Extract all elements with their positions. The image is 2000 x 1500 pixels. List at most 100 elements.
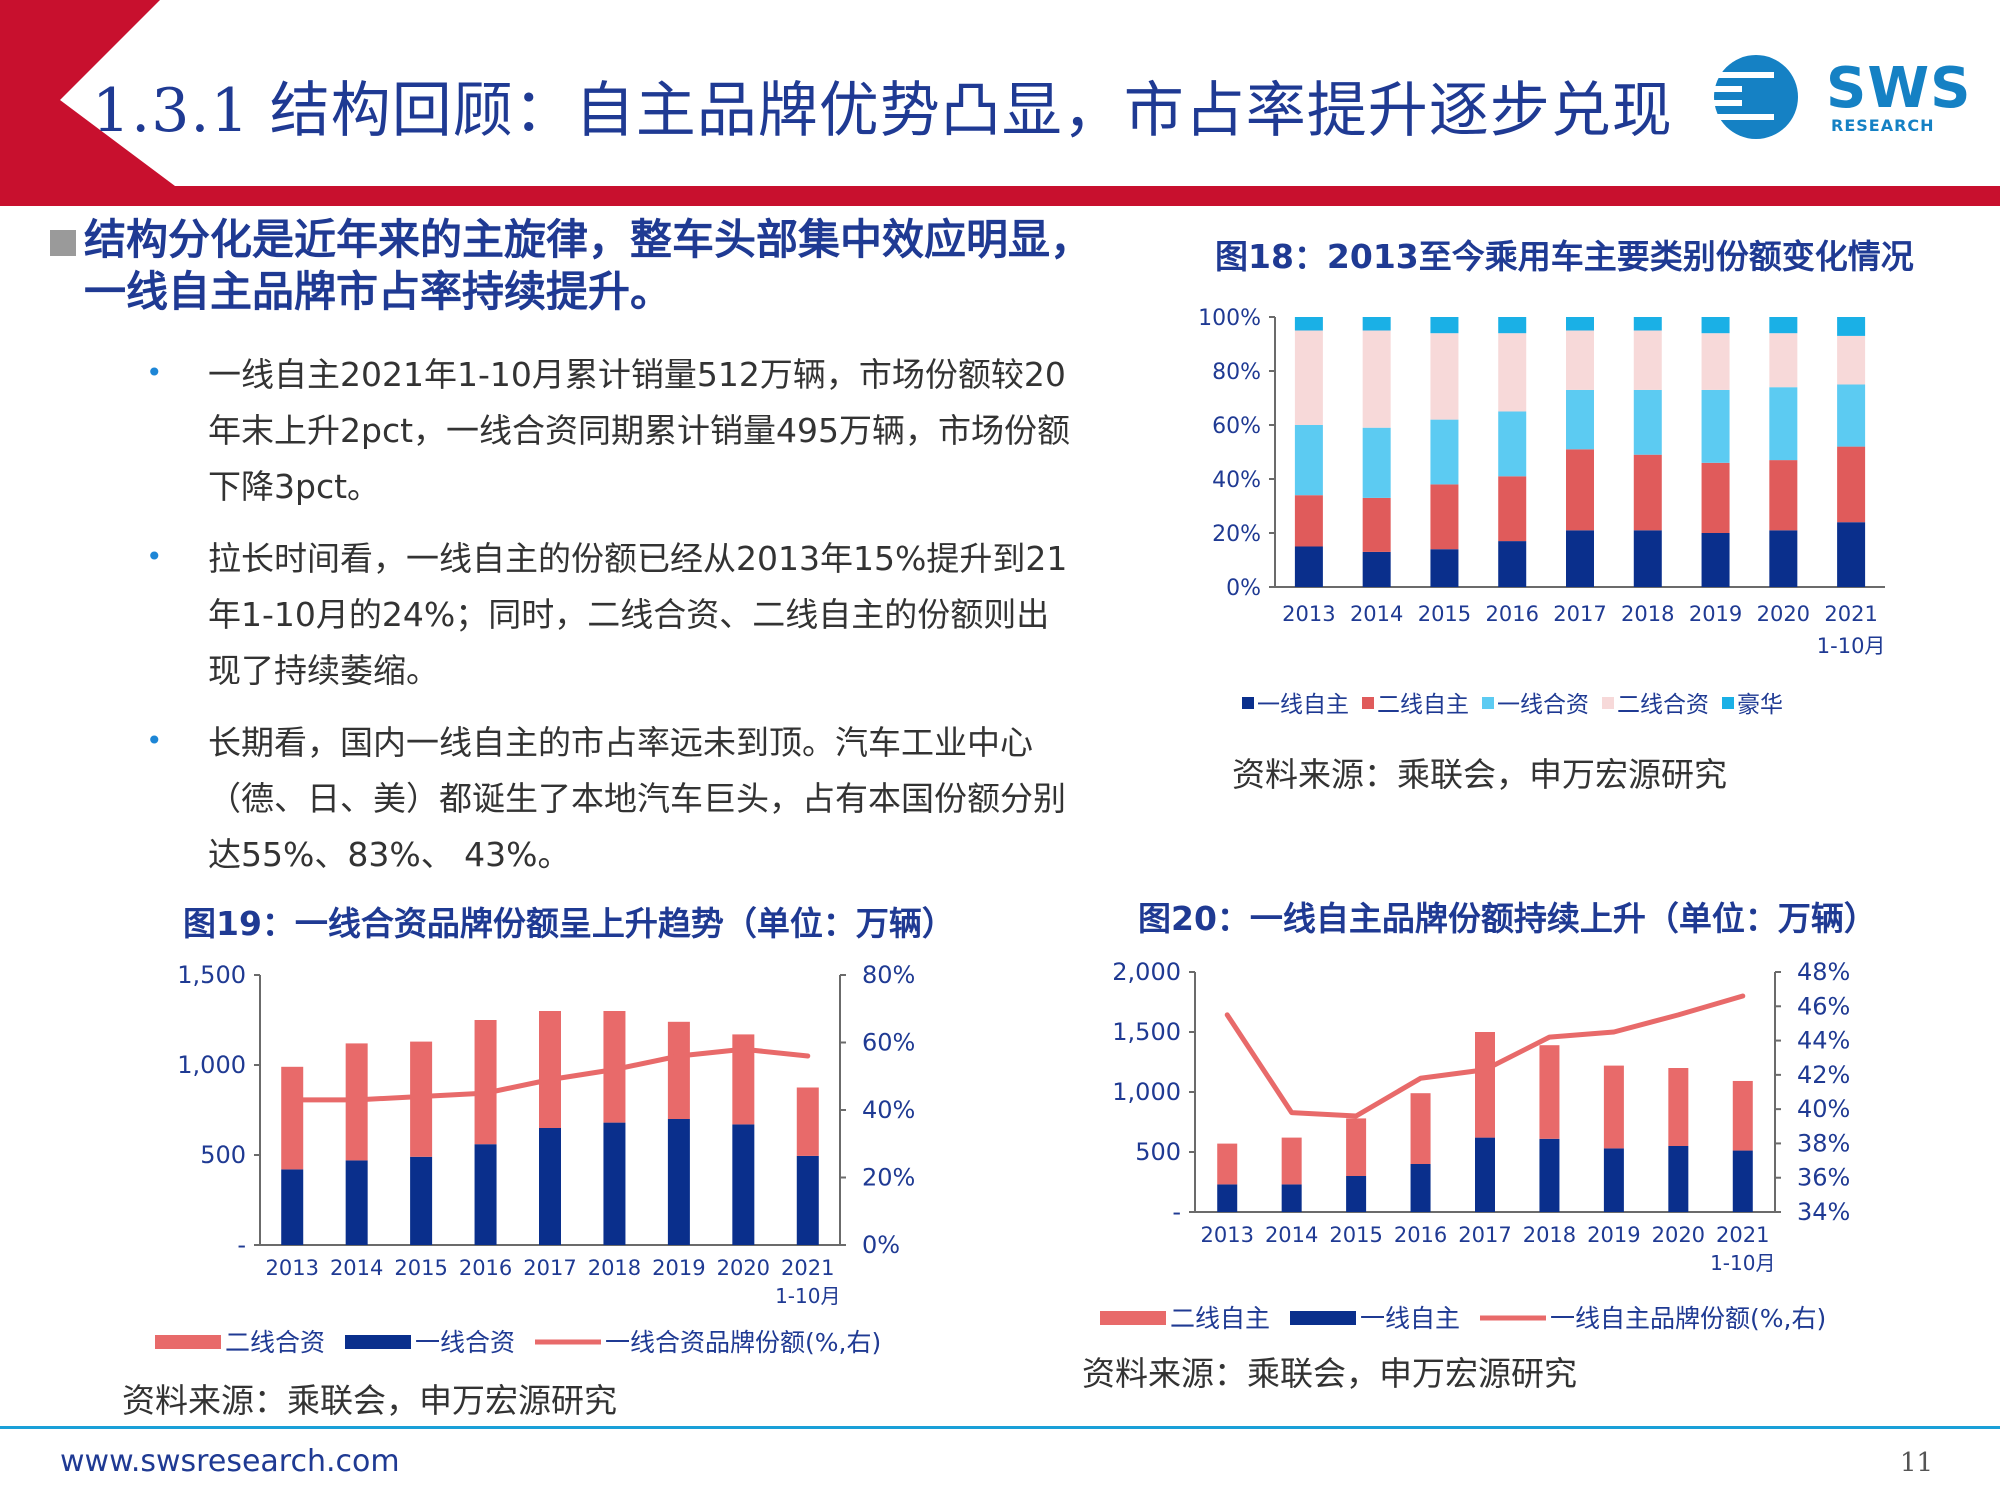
fig20-bar-segment — [1603, 1148, 1624, 1212]
fig18-bar-segment — [1430, 549, 1459, 587]
fig18-bar-segment — [1769, 333, 1798, 388]
fig18-bar-segment — [1701, 389, 1730, 463]
fig19-x-tick-label: 2014 — [330, 1256, 383, 1280]
fig20-bar-segment — [1281, 1184, 1302, 1212]
fig18-x-tick-label: 2017 — [1553, 602, 1606, 626]
fig19-bar-segment — [539, 1128, 561, 1245]
fig18-legend-swatch — [1362, 697, 1374, 709]
fig20-y2-tick-label: 34% — [1797, 1198, 1850, 1226]
fig19-bar-segment — [796, 1155, 819, 1245]
fig19-x-tick-label: 2020 — [717, 1256, 770, 1280]
fig19-y-tick-label: 1,000 — [177, 1051, 246, 1079]
fig20-bar-segment — [1539, 1045, 1560, 1139]
fig19-legend-label: 二线合资 — [225, 1328, 325, 1357]
fig18-bar-segment — [1362, 551, 1391, 587]
fig19-bar-segment — [732, 1034, 755, 1125]
fig20-y2-tick-label: 48% — [1797, 958, 1850, 986]
fig19-bar-segment — [603, 1122, 626, 1245]
fig18-x-tick-label: 2019 — [1689, 602, 1742, 626]
fig18-bar-segment — [1837, 335, 1866, 385]
fig19-bar-segment — [539, 1011, 561, 1128]
bullet-dot-icon: • — [146, 356, 163, 389]
footer-url-link[interactable]: www.swsresearch.com — [60, 1444, 400, 1479]
bullet-dot-icon: • — [146, 540, 163, 573]
fig18-bar-segment — [1498, 476, 1527, 542]
fig20-x-tick-label: 2014 — [1265, 1223, 1318, 1247]
fig18-legend-swatch — [1482, 697, 1494, 709]
fig20-legend-label: 二线自主 — [1170, 1304, 1270, 1333]
fig18-bar-segment — [1362, 317, 1391, 331]
fig20-legend-label: 一线自主 — [1360, 1304, 1460, 1333]
fig18-bar-segment — [1498, 411, 1527, 477]
fig19-bar-segment — [796, 1087, 819, 1156]
fig19-x-tick-label: 2017 — [523, 1256, 576, 1280]
fig18-bar-segment — [1362, 427, 1391, 498]
fig19-bar-segment — [281, 1169, 304, 1245]
fig18-source: 资料来源：乘联会，申万宏源研究 — [1232, 755, 1727, 794]
fig18-bar-segment — [1294, 330, 1323, 425]
fig19-bar-segment — [410, 1156, 433, 1245]
fig20-y2-tick-label: 44% — [1797, 1027, 1850, 1055]
fig18-bar-segment — [1769, 460, 1798, 531]
fig20-x-tick-label: 2013 — [1200, 1223, 1253, 1247]
fig19-legend-label: 一线合资品牌份额(%,右) — [605, 1328, 881, 1357]
fig18-bar-segment — [1769, 530, 1798, 587]
fig20-bar-segment — [1217, 1184, 1238, 1212]
fig18-bar-segment — [1566, 317, 1594, 331]
fig18-legend-label: 二线自主 — [1377, 692, 1469, 718]
fig20-y-tick-label: 2,000 — [1112, 958, 1181, 986]
fig18-bar-segment — [1837, 317, 1866, 336]
fig20-x-tick-label: 2021 — [1716, 1223, 1769, 1247]
fig18-bar-segment — [1294, 425, 1323, 496]
fig18-bar-segment — [1837, 446, 1866, 523]
fig18-bar-segment — [1430, 333, 1459, 420]
bullet-text: 一线自主2021年1-10月累计销量512万辆，市场份额较20年末上升2pct，… — [208, 355, 1071, 506]
fig19-y2-tick-label: 80% — [862, 961, 915, 989]
bullet-text: 拉长时间看，一线自主的份额已经从2013年15%提升到21年1-10月的24%；… — [208, 539, 1068, 690]
fig18-legend-swatch — [1722, 697, 1734, 709]
fig20-bar-segment — [1475, 1137, 1495, 1212]
fig18-legend-label: 一线合资 — [1497, 692, 1589, 718]
bullet-text: 长期看，国内一线自主的市占率远未到顶。汽车工业中心（德、日、美）都诞生了本地汽车… — [208, 723, 1066, 874]
fig19-bar-segment — [345, 1160, 368, 1245]
fig19-share-line — [289, 1046, 811, 1103]
fig18-bar-segment — [1633, 530, 1662, 587]
fig19-bar-segment — [410, 1041, 433, 1157]
fig20-bar-segment — [1281, 1137, 1302, 1185]
fig19-bar-segment — [667, 1119, 690, 1245]
fig18-legend-swatch — [1242, 697, 1254, 709]
fig19-bar-segment — [667, 1021, 690, 1119]
fig18-bar-segment — [1633, 330, 1662, 390]
fig19-x-tick-label: 2018 — [588, 1256, 641, 1280]
fig20-x-tick-label: 2019 — [1587, 1223, 1640, 1247]
fig20-bar-segment — [1539, 1138, 1560, 1212]
fig19-y2-tick-label: 0% — [862, 1231, 900, 1259]
sws-logo — [1714, 55, 1798, 139]
fig20-x-tick-label: 2015 — [1329, 1223, 1382, 1247]
fig20-y-tick-label: - — [1172, 1198, 1181, 1226]
fig18-y-tick-label: 60% — [1212, 414, 1261, 439]
fig18-legend-label: 二线合资 — [1617, 692, 1709, 718]
fig18-x-tick-label: 2020 — [1757, 602, 1810, 626]
fig19-x-tick-label: 2016 — [459, 1256, 512, 1280]
fig18-y-tick-label: 100% — [1198, 306, 1261, 331]
section-marker-icon — [50, 230, 76, 256]
fig18-legend-label: 一线自主 — [1257, 692, 1349, 718]
fig18-bar-segment — [1566, 449, 1594, 531]
fig19-y2-tick-label: 40% — [862, 1096, 915, 1124]
fig18-bar-segment — [1362, 497, 1391, 552]
fig19-bar-segment — [474, 1144, 497, 1245]
logo-subtext: RESEARCH — [1831, 116, 1935, 135]
fig18-bar-segment — [1362, 330, 1391, 428]
fig20-x-tick-label: 2018 — [1523, 1223, 1576, 1247]
fig18-x-tick-label: 2018 — [1621, 602, 1674, 626]
fig18-bar-segment — [1769, 387, 1798, 461]
fig19-y2-tick-label: 20% — [862, 1164, 915, 1192]
fig18-bar-segment — [1701, 462, 1730, 533]
fig20-y2-tick-label: 38% — [1797, 1129, 1850, 1157]
fig20-source: 资料来源：乘联会，申万宏源研究 — [1082, 1354, 1577, 1393]
fig20-bar-segment — [1410, 1164, 1431, 1212]
fig18-bar-segment — [1633, 454, 1662, 531]
fig18-y-tick-label: 40% — [1212, 468, 1261, 493]
fig20-bar-segment — [1668, 1146, 1689, 1212]
